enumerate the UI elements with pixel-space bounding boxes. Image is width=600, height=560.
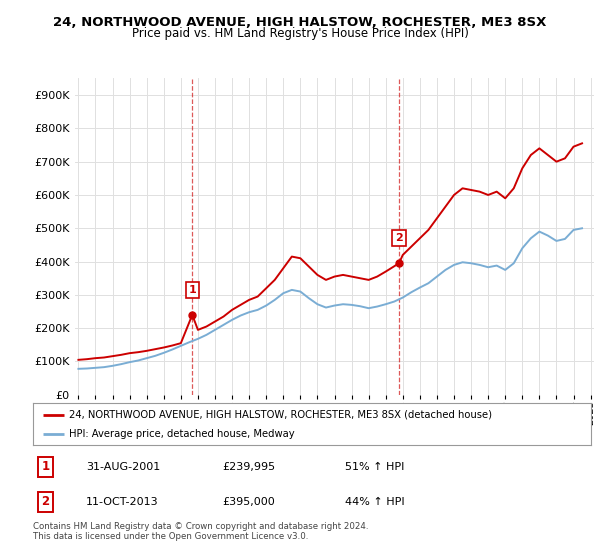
Text: £239,995: £239,995 — [223, 462, 276, 472]
Text: 24, NORTHWOOD AVENUE, HIGH HALSTOW, ROCHESTER, ME3 8SX: 24, NORTHWOOD AVENUE, HIGH HALSTOW, ROCH… — [53, 16, 547, 29]
Text: 51% ↑ HPI: 51% ↑ HPI — [346, 462, 405, 472]
Text: 1: 1 — [188, 285, 196, 295]
Text: 1: 1 — [41, 460, 49, 473]
Text: HPI: Average price, detached house, Medway: HPI: Average price, detached house, Medw… — [69, 429, 295, 439]
Text: 31-AUG-2001: 31-AUG-2001 — [86, 462, 160, 472]
Text: 24, NORTHWOOD AVENUE, HIGH HALSTOW, ROCHESTER, ME3 8SX (detached house): 24, NORTHWOOD AVENUE, HIGH HALSTOW, ROCH… — [69, 409, 492, 419]
Text: 44% ↑ HPI: 44% ↑ HPI — [346, 497, 405, 507]
Text: 2: 2 — [41, 496, 49, 508]
Text: 11-OCT-2013: 11-OCT-2013 — [86, 497, 158, 507]
Text: 2: 2 — [395, 234, 403, 243]
Text: Contains HM Land Registry data © Crown copyright and database right 2024.: Contains HM Land Registry data © Crown c… — [33, 522, 368, 531]
Text: Price paid vs. HM Land Registry's House Price Index (HPI): Price paid vs. HM Land Registry's House … — [131, 27, 469, 40]
Text: £395,000: £395,000 — [223, 497, 275, 507]
Text: This data is licensed under the Open Government Licence v3.0.: This data is licensed under the Open Gov… — [33, 532, 308, 541]
